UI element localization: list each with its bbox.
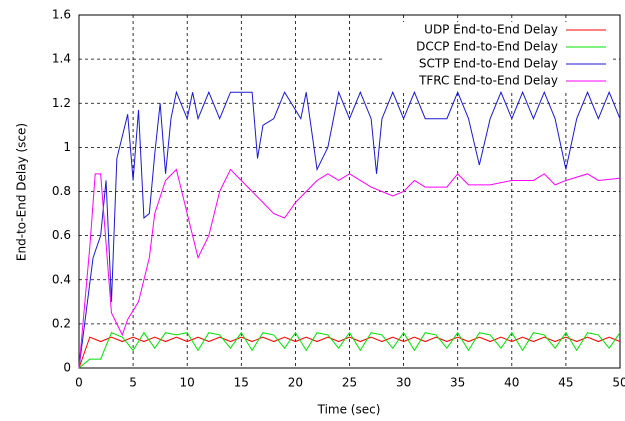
x-tick-label: 5 (129, 376, 137, 390)
legend-label: TFRC End-to-End Delay (418, 74, 558, 88)
x-tick-label: 20 (288, 376, 303, 390)
series-line (78, 331, 621, 369)
x-tick-label: 50 (612, 376, 625, 390)
y-tick-label: 1.6 (52, 8, 71, 22)
legend-label: SCTP End-to-End Delay (419, 57, 558, 71)
x-tick-label: 15 (234, 376, 249, 390)
series-line (78, 168, 621, 369)
x-axis-label: Time (sec) (317, 403, 381, 417)
legend-label: UDP End-to-End Delay (424, 23, 558, 37)
x-tick-label: 25 (342, 376, 357, 390)
y-tick-label: 1.4 (52, 52, 71, 66)
x-tick-label: 40 (504, 376, 519, 390)
y-axis-label: End-to-End Delay (sce) (15, 123, 29, 261)
y-tick-label: 0.6 (52, 228, 71, 242)
y-tick-label: 0.8 (52, 184, 71, 198)
y-tick-label: 0.2 (52, 316, 71, 330)
x-tick-label: 45 (558, 376, 573, 390)
x-tick-label: 10 (180, 376, 195, 390)
legend-label: DCCP End-to-End Delay (416, 40, 558, 54)
x-tick-label: 35 (450, 376, 465, 390)
series-line (78, 90, 621, 369)
y-tick-label: 1 (63, 140, 71, 154)
y-tick-label: 0 (63, 361, 71, 375)
y-tick-label: 0.4 (52, 272, 71, 286)
x-tick-label: 0 (75, 376, 83, 390)
x-tick-label: 30 (396, 376, 411, 390)
legend-box (385, 22, 613, 90)
plot-border (78, 14, 621, 369)
series-line (78, 336, 621, 369)
y-tick-label: 1.2 (52, 96, 71, 110)
